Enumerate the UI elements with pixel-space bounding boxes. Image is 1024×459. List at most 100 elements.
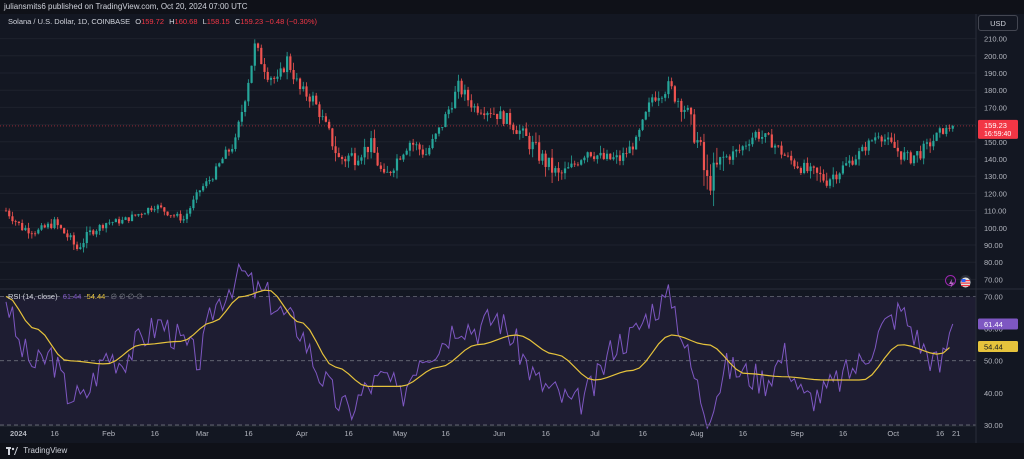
candle-body-up bbox=[182, 219, 185, 221]
time-tick-label: 16 bbox=[739, 429, 747, 438]
candle-body-up bbox=[402, 154, 405, 160]
candle-body-up bbox=[240, 111, 243, 122]
candle-body-down bbox=[399, 158, 402, 160]
candle-body-down bbox=[909, 152, 912, 164]
candle-body-down bbox=[864, 146, 867, 151]
candle-body-up bbox=[748, 144, 751, 146]
candle-body-down bbox=[819, 172, 822, 175]
candle-body-up bbox=[386, 171, 389, 173]
candle-body-down bbox=[92, 230, 95, 235]
candle-body-up bbox=[521, 128, 525, 131]
low-label: L bbox=[202, 17, 207, 26]
candle-body-down bbox=[544, 153, 547, 167]
candle-body-up bbox=[350, 153, 353, 156]
candle-body-up bbox=[276, 76, 279, 79]
candle-body-up bbox=[124, 217, 127, 220]
candle-body-up bbox=[667, 81, 670, 95]
candle-body-down bbox=[673, 86, 676, 102]
candle-body-down bbox=[715, 162, 718, 165]
candle-body-down bbox=[412, 142, 415, 145]
candle-body-down bbox=[479, 112, 483, 114]
candle-body-down bbox=[589, 152, 592, 157]
candle-body-down bbox=[260, 47, 263, 65]
time-tick-label: 16 bbox=[50, 429, 58, 438]
candle-body-up bbox=[53, 219, 56, 229]
candle-body-up bbox=[357, 160, 360, 166]
candle-body-up bbox=[37, 229, 40, 234]
candle-body-up bbox=[677, 100, 680, 102]
candle-body-down bbox=[557, 168, 560, 173]
brand[interactable]: TradingView bbox=[6, 445, 67, 457]
candle-body-up bbox=[424, 154, 428, 156]
candle-body-down bbox=[670, 81, 673, 87]
candle-body-down bbox=[929, 142, 932, 147]
candle-body-down bbox=[101, 225, 105, 229]
price-axis[interactable]: 210.00200.00190.00180.00170.00160.00150.… bbox=[984, 35, 1007, 285]
candle-body-down bbox=[353, 153, 357, 166]
candle-body-down bbox=[515, 130, 518, 134]
candle-body-down bbox=[470, 100, 473, 108]
currency-button[interactable]: USD bbox=[978, 15, 1018, 31]
candle-body-down bbox=[702, 142, 706, 171]
price-tick-label: 190.00 bbox=[984, 69, 1007, 78]
candle-body-down bbox=[618, 155, 622, 161]
candle-body-up bbox=[647, 102, 651, 112]
time-tick-label: Mar bbox=[196, 429, 209, 438]
candle-body-up bbox=[198, 190, 201, 193]
candle-body-up bbox=[696, 140, 699, 143]
candle-body-up bbox=[916, 151, 919, 156]
candle-body-down bbox=[318, 104, 321, 117]
candle-body-down bbox=[8, 210, 11, 217]
candle-body-up bbox=[415, 144, 418, 146]
candle-body-up bbox=[580, 160, 583, 165]
candle-body-down bbox=[767, 133, 770, 135]
candle-body-up bbox=[922, 143, 925, 159]
candle-body-down bbox=[538, 142, 541, 161]
candle-body-down bbox=[418, 144, 421, 150]
candle-body-up bbox=[237, 121, 240, 138]
candle-body-down bbox=[11, 216, 14, 222]
candle-body-down bbox=[534, 141, 538, 143]
us-flag-icon[interactable] bbox=[960, 275, 971, 288]
candle-body-down bbox=[172, 215, 176, 217]
candle-body-down bbox=[75, 244, 79, 249]
candle-body-down bbox=[815, 167, 819, 173]
candle-body-up bbox=[628, 146, 631, 154]
candle-body-down bbox=[389, 171, 392, 173]
candle-body-up bbox=[605, 153, 609, 159]
lightning-icon[interactable] bbox=[945, 275, 956, 288]
candle-body-up bbox=[302, 86, 305, 90]
candle-body-down bbox=[835, 174, 838, 180]
candle-body-down bbox=[169, 215, 172, 217]
candle-body-up bbox=[208, 180, 211, 182]
candle-body-down bbox=[66, 233, 69, 238]
candle-body-down bbox=[576, 164, 580, 166]
candle-body-up bbox=[214, 166, 218, 180]
bottom-bar bbox=[0, 443, 1024, 459]
rsi-bands bbox=[0, 288, 1024, 426]
candle-body-down bbox=[466, 89, 470, 101]
time-axis[interactable]: 2024 16 Feb 16 Mar 16 Apr 16 May 16 Jun 16 Jul 16 Aug 1… bbox=[0, 14, 977, 443]
price-tick-label: 130.00 bbox=[984, 172, 1007, 181]
candle-body-up bbox=[638, 129, 641, 137]
rsi-tag-box bbox=[978, 318, 1018, 330]
candle-body-up bbox=[938, 128, 941, 133]
candle-body-up bbox=[463, 89, 466, 95]
candle-body-up bbox=[437, 127, 441, 134]
candle-body-down bbox=[796, 166, 799, 169]
candle-body-down bbox=[880, 136, 883, 142]
candle-body-up bbox=[176, 213, 179, 216]
candle-body-down bbox=[127, 217, 130, 221]
candle-body-up bbox=[247, 82, 250, 102]
candle-body-up bbox=[105, 223, 108, 229]
price-tick-label: 70.00 bbox=[984, 275, 1003, 284]
rsi-legend-ma-value: 54.44 bbox=[86, 292, 106, 301]
candle-body-up bbox=[111, 222, 114, 223]
candle-body-up bbox=[622, 152, 625, 161]
candle-body-down bbox=[273, 77, 276, 79]
candle-body-up bbox=[95, 230, 98, 235]
candle-body-down bbox=[689, 107, 693, 115]
candle-body-up bbox=[567, 167, 570, 169]
